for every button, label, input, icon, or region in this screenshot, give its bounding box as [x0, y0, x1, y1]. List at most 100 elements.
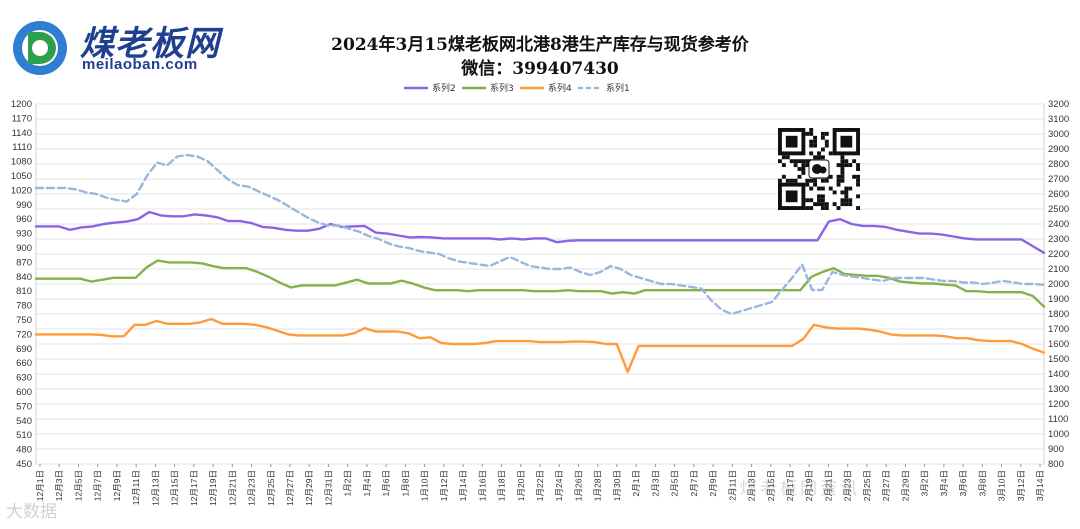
- qr-module: [836, 182, 841, 187]
- series-line-系列4: [34, 317, 1046, 373]
- qr-module: [813, 139, 818, 144]
- qr-module: [778, 159, 782, 164]
- qr-module: [805, 206, 810, 210]
- qr-module: [840, 190, 845, 195]
- x-tick-label: 2月29日: [900, 470, 910, 501]
- qr-module: [817, 186, 821, 191]
- qr-module: [836, 206, 841, 210]
- qr-module: [840, 159, 845, 164]
- x-axis: 12月1日 12月3日 12月5日 12月7日 12月9日 12月11日 12月13日 12月…: [35, 464, 1045, 506]
- qr-module: [844, 202, 849, 207]
- qr-module: [785, 155, 790, 160]
- x-tick-label: 2月15日: [766, 470, 776, 501]
- qr-module: [809, 186, 814, 191]
- qr-module: [817, 151, 821, 156]
- left-tick-label: 510: [16, 430, 32, 441]
- qr-finder-core: [840, 135, 853, 148]
- qr-module: [820, 202, 825, 207]
- x-tick-label: 2月1日: [631, 470, 641, 496]
- x-tick-label: 1月4日: [362, 470, 372, 496]
- qr-module: [805, 182, 810, 187]
- right-tick-label: 1900: [1048, 294, 1069, 305]
- x-tick-label: 1月20日: [516, 470, 526, 501]
- right-tick-label: 2200: [1048, 249, 1069, 260]
- qr-module: [820, 194, 825, 199]
- x-tick-label: 12月5日: [73, 470, 83, 501]
- qr-module: [848, 202, 853, 207]
- left-tick-label: 810: [16, 286, 32, 297]
- x-tick-label: 2月25日: [862, 470, 872, 501]
- qr-module: [852, 174, 857, 179]
- qr-module: [820, 135, 825, 140]
- qr-module: [828, 174, 833, 179]
- x-tick-label: 1月6日: [381, 470, 391, 496]
- qr-module: [789, 159, 794, 164]
- qr-module: [840, 163, 845, 168]
- right-tick-label: 3200: [1048, 99, 1069, 110]
- qr-module: [801, 170, 806, 175]
- x-tick-label: 12月31日: [323, 470, 333, 506]
- x-tick-label: 2月9日: [708, 470, 718, 496]
- qr-module: [805, 163, 810, 168]
- watermark-right: 煤老板网资讯: [740, 479, 860, 499]
- qr-module: [824, 131, 829, 136]
- x-tick-label: 3月2日: [920, 470, 930, 496]
- qr-module: [817, 202, 821, 207]
- qr-module: [852, 159, 857, 164]
- x-tick-label: 1月10日: [420, 470, 430, 501]
- qr-module: [824, 139, 829, 144]
- qr-module: [805, 159, 810, 164]
- qr-module: [844, 194, 849, 199]
- qr-module: [778, 178, 782, 183]
- x-tick-label: 1月2日: [343, 470, 353, 496]
- x-tick-label: 12月29日: [304, 470, 314, 506]
- left-tick-label: 840: [16, 272, 32, 283]
- grid-lines: [35, 103, 1045, 465]
- qr-module: [781, 155, 786, 160]
- left-tick-label: 1170: [12, 113, 32, 124]
- qr-module: [801, 163, 806, 168]
- x-tick-label: 3月14日: [1035, 470, 1045, 501]
- qr-module: [813, 178, 818, 183]
- qr-module: [813, 135, 818, 140]
- qr-module: [840, 202, 845, 207]
- left-tick-label: 750: [16, 315, 32, 326]
- brand-name: 煤老板网: [80, 24, 220, 64]
- x-tick-label: 1月22日: [535, 470, 545, 501]
- x-tick-label: 3月8日: [977, 470, 987, 496]
- x-tick-label: 12月11日: [131, 470, 141, 505]
- qr-finder-core: [785, 135, 798, 148]
- legend-label: 系列3: [490, 82, 514, 94]
- right-tick-label: 2400: [1048, 219, 1069, 230]
- x-tick-label: 3月12日: [1016, 470, 1026, 501]
- qr-module: [820, 147, 825, 152]
- qr-center-dot: [819, 166, 827, 174]
- x-tick-label: 1月14日: [458, 470, 468, 501]
- series-line-系列2: [34, 210, 1046, 255]
- qr-module: [820, 178, 825, 183]
- qr-module: [797, 174, 802, 179]
- qr-module: [813, 182, 818, 187]
- qr-module: [797, 167, 802, 171]
- x-tick-label: 2月23日: [843, 470, 853, 501]
- qr-module: [797, 159, 802, 164]
- qr-module: [844, 190, 849, 195]
- right-tick-label: 2600: [1048, 189, 1069, 200]
- qr-module: [789, 178, 794, 183]
- watermark-left: 大数据: [6, 502, 57, 522]
- qr-module: [809, 139, 814, 144]
- qr-module: [836, 174, 841, 179]
- qr-module: [813, 202, 818, 207]
- x-tick-label: 2月5日: [670, 470, 680, 496]
- x-tick-label: 12月27日: [285, 470, 295, 506]
- qr-module: [820, 155, 825, 160]
- qr-module: [813, 155, 818, 160]
- x-tick-label: 2月27日: [881, 470, 891, 501]
- qr-module: [809, 178, 814, 183]
- qr-module: [809, 198, 814, 203]
- qr-module: [840, 178, 845, 183]
- x-tick-label: 12月7日: [93, 470, 103, 501]
- qr-module: [793, 178, 798, 183]
- x-tick-label: 1月24日: [554, 470, 564, 501]
- qr-module: [801, 159, 806, 164]
